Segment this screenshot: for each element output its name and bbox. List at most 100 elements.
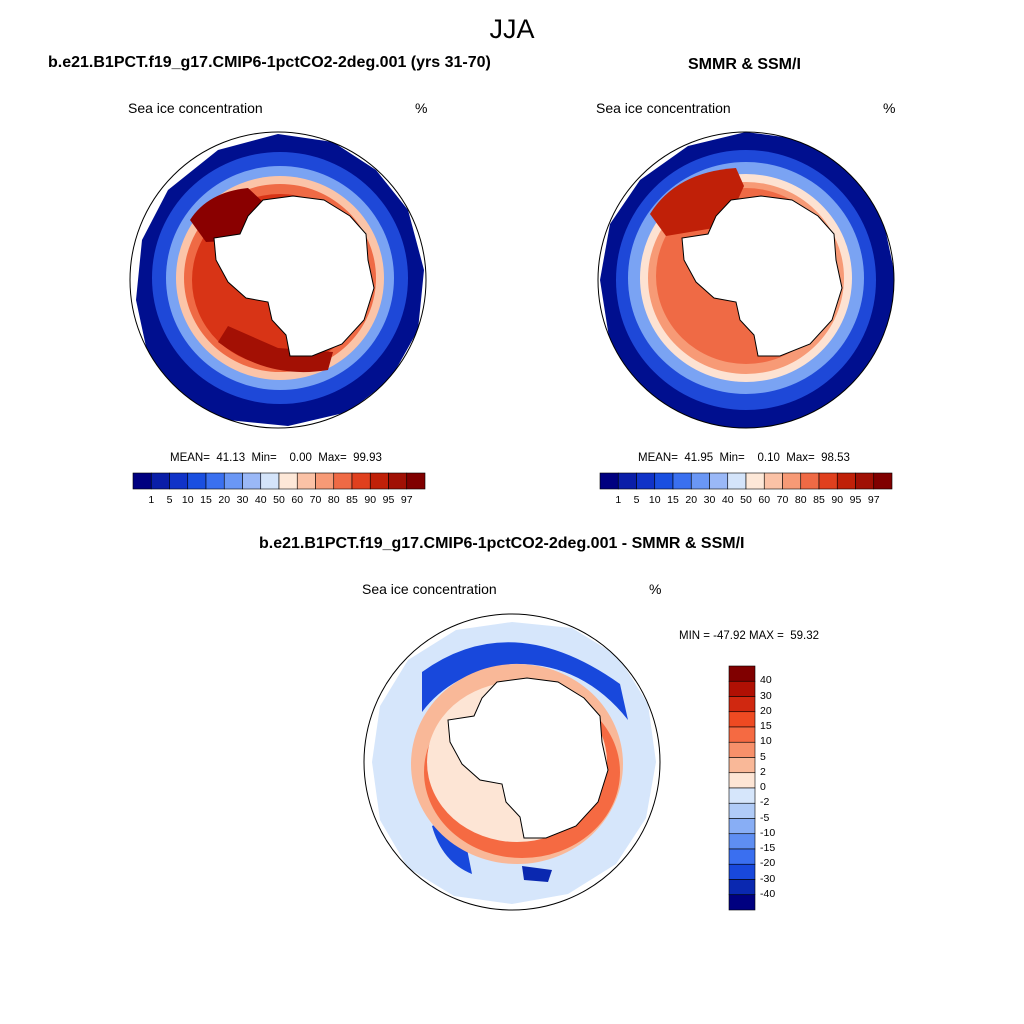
panel-3-antarctica bbox=[447, 677, 609, 839]
panel-2-colorbar-swatch-2 bbox=[636, 472, 656, 490]
panel-1-antarctica bbox=[213, 195, 375, 357]
panel-2-colorbar-swatch-4 bbox=[672, 472, 692, 490]
panel-3-colorbar-swatch-12 bbox=[728, 848, 756, 865]
panel-2-colorbar-swatch-11 bbox=[800, 472, 820, 490]
panel-3-colorbar-tick-label: -20 bbox=[760, 857, 776, 870]
panel-1-ross-max bbox=[218, 326, 333, 373]
panel-1-colorbar-swatch-5 bbox=[223, 472, 243, 490]
panel-1-colorbar-swatch-15 bbox=[406, 472, 426, 490]
panel-3-colorbar-swatch-1 bbox=[728, 680, 756, 697]
panel-3-stats: MIN = -47.92 MAX = 59.32 bbox=[679, 630, 819, 642]
panel-2-colorbar-tick-label: 1 bbox=[615, 494, 622, 506]
panel-2-colorbar-tick-label: 80 bbox=[794, 494, 807, 506]
panel-3-units: % bbox=[649, 581, 662, 597]
panel-1-colorbar-swatch-7 bbox=[260, 472, 280, 490]
panel-1-stats: MEAN= 41.13 Min= 0.00 Max= 99.93 bbox=[170, 452, 382, 464]
panel-2-colorbar-tick-label: 40 bbox=[721, 494, 734, 506]
panel-1-colorbar-swatch-8 bbox=[278, 472, 298, 490]
panel-2-colorbar-tick-label: 50 bbox=[740, 494, 752, 506]
panel-2-antarctica bbox=[681, 195, 843, 357]
panel-2-colorbar-swatch-5 bbox=[690, 472, 710, 490]
panel-1-colorbar-tick-label: 85 bbox=[346, 494, 358, 506]
panel-1-colorbar bbox=[132, 472, 426, 490]
panel-1-colorbar-tick-label: 70 bbox=[309, 494, 322, 506]
panel-1-colorbar-swatch-11 bbox=[333, 472, 353, 490]
panel-1-colorbar-tick-label: 5 bbox=[166, 494, 173, 506]
panel-3-colorbar-swatch-3 bbox=[728, 711, 756, 728]
panel-3-colorbar-tick-label: 15 bbox=[760, 720, 772, 732]
panel-2-colorbar-tick-label: 97 bbox=[867, 494, 880, 506]
panel-1-colorbar-swatch-1 bbox=[150, 472, 170, 490]
panel-3-colorbar-tick-label: -30 bbox=[760, 872, 776, 885]
panel-2-left-label: Sea ice concentration bbox=[596, 100, 731, 116]
panel-1-colorbar-tick-label: 10 bbox=[181, 494, 194, 506]
panel-2-colorbar-swatch-7 bbox=[727, 472, 747, 490]
panel-3-colorbar-swatch-6 bbox=[728, 757, 756, 774]
panel-3-colorbar-swatch-9 bbox=[728, 802, 756, 819]
panel-2-colorbar-ticks: 1 5 10 15 20 30 40 50 60 70 80 85 90 95 97 bbox=[600, 494, 892, 508]
panel-3-colorbar-swatch-4 bbox=[728, 726, 756, 743]
panel-1-colorbar-tick-label: 15 bbox=[200, 494, 212, 506]
panel-1-colorbar-swatch-0 bbox=[132, 472, 152, 490]
panel-3-colorbar bbox=[728, 665, 756, 911]
panel-1-colorbar-swatch-9 bbox=[296, 472, 316, 490]
panel-3-colorbar-swatch-8 bbox=[728, 787, 756, 804]
panel-2-colorbar-swatch-0 bbox=[599, 472, 619, 490]
panel-1-colorbar-swatch-13 bbox=[369, 472, 389, 490]
panel-3-blue-ring bbox=[422, 642, 628, 720]
panel-2-units: % bbox=[883, 100, 896, 116]
panel-1-colorbar-tick-label: 1 bbox=[148, 494, 155, 506]
panel-2-colorbar-swatch-6 bbox=[709, 472, 729, 490]
panel-3-colorbar-tick-label: -2 bbox=[760, 796, 770, 809]
panel-1-left-label: Sea ice concentration bbox=[128, 100, 263, 116]
panel-1-colorbar-swatch-10 bbox=[315, 472, 335, 490]
panel-3-colorbar-ticks: 40 30 20 15 10 5 2 0 -2 -5 -10 -15 -20 -30 -40 bbox=[760, 666, 800, 910]
panel-2-map-border bbox=[597, 131, 895, 429]
panel-2-polar-map bbox=[597, 131, 895, 429]
panel-1-colorbar-ticks: 1 5 10 15 20 30 40 50 60 70 80 85 90 95 97 bbox=[133, 494, 425, 508]
panel-2-title: SMMR & SSM/I bbox=[688, 56, 801, 73]
panel-2-colorbar-swatch-1 bbox=[617, 472, 637, 490]
panel-2-colorbar-swatch-10 bbox=[782, 472, 802, 490]
panel-1-colorbar-tick-label: 97 bbox=[400, 494, 413, 506]
panel-2-colorbar-tick-label: 30 bbox=[703, 494, 716, 506]
panel-3-colorbar-swatch-2 bbox=[728, 696, 756, 713]
panel-2-colorbar-tick-label: 60 bbox=[758, 494, 771, 506]
panel-2-colorbar bbox=[599, 472, 893, 490]
panel-3-colorbar-tick-label: -15 bbox=[760, 842, 776, 854]
panel-1-colorbar-tick-label: 20 bbox=[218, 494, 231, 506]
panel-3-left-label: Sea ice concentration bbox=[362, 581, 497, 597]
panel-3-colorbar-tick-label: -40 bbox=[760, 887, 776, 900]
panel-1-map-border bbox=[129, 131, 427, 429]
panel-1-units: % bbox=[415, 100, 428, 116]
panel-3-colorbar-tick-label: 40 bbox=[760, 674, 772, 687]
panel-3-colorbar-swatch-14 bbox=[728, 879, 756, 896]
panel-1-colorbar-tick-label: 80 bbox=[327, 494, 340, 506]
panel-1-colorbar-swatch-3 bbox=[187, 472, 207, 490]
panel-3-dark-blue-patch-2 bbox=[522, 866, 552, 882]
panel-3-colorbar-swatch-0 bbox=[728, 665, 756, 682]
panel-2-colorbar-swatch-8 bbox=[745, 472, 765, 490]
panel-1-colorbar-tick-label: 40 bbox=[254, 494, 267, 506]
panel-3-colorbar-tick-label: 0 bbox=[760, 781, 766, 793]
panel-3-colorbar-tick-label: 2 bbox=[760, 765, 766, 778]
panel-2-colorbar-tick-label: 10 bbox=[648, 494, 661, 506]
panel-3-polar-map bbox=[363, 613, 661, 911]
panel-2-colorbar-swatch-15 bbox=[873, 472, 893, 490]
panel-3-colorbar-tick-label: 10 bbox=[760, 735, 772, 748]
panel-3-map-border bbox=[363, 613, 661, 911]
panel-3-colorbar-swatch-11 bbox=[728, 833, 756, 850]
panel-3-colorbar-tick-label: -10 bbox=[760, 826, 776, 839]
panel-2-colorbar-tick-label: 70 bbox=[776, 494, 789, 506]
panel-2-colorbar-swatch-14 bbox=[855, 472, 875, 490]
panel-1-colorbar-tick-label: 95 bbox=[382, 494, 395, 506]
panel-3-colorbar-swatch-13 bbox=[728, 863, 756, 880]
panel-1-colorbar-swatch-4 bbox=[205, 472, 225, 490]
panel-3-colorbar-swatch-10 bbox=[728, 818, 756, 835]
panel-2-colorbar-tick-label: 20 bbox=[685, 494, 698, 506]
panel-1-polar-map bbox=[129, 131, 427, 429]
panel-1-colorbar-swatch-2 bbox=[169, 472, 189, 490]
panel-3-colorbar-tick-label: 20 bbox=[760, 704, 772, 717]
panel-2-colorbar-tick-label: 90 bbox=[831, 494, 844, 506]
panel-2-colorbar-swatch-3 bbox=[654, 472, 674, 490]
